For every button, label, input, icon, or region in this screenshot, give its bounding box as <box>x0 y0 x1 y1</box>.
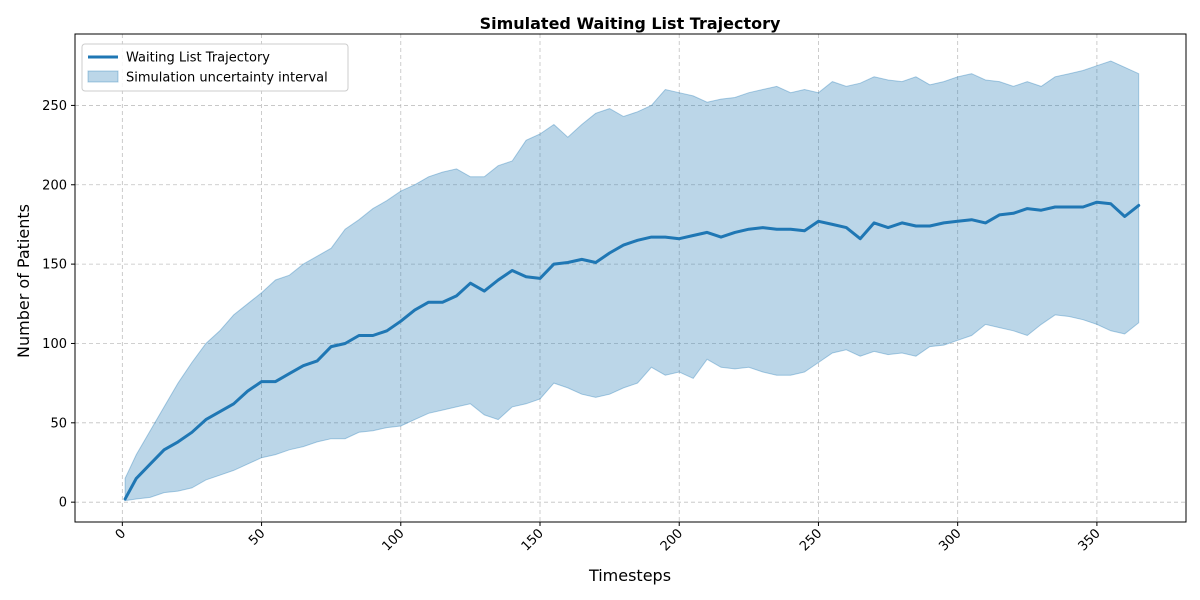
y-tick-label: 200 <box>42 178 67 193</box>
y-tick-label: 0 <box>59 496 67 511</box>
x-axis-label: Timesteps <box>588 566 671 585</box>
trajectory-line <box>123 200 1141 501</box>
y-tick-label: 150 <box>42 258 67 273</box>
chart-title: Simulated Waiting List Trajectory <box>480 14 781 33</box>
y-tick-label: 50 <box>50 416 67 431</box>
uncertainty-band <box>124 60 1140 502</box>
legend-label-uncertainty: Simulation uncertainty interval <box>126 71 328 86</box>
y-axis-label: Number of Patients <box>14 204 33 358</box>
y-axis-ticks: 0 50 100 150 200 250 <box>42 99 75 511</box>
y-tick-label: 100 <box>42 337 67 352</box>
plot-frame <box>74 33 1187 523</box>
legend: Waiting List Trajectory Simulation uncer… <box>81 43 349 92</box>
trajectory-line-layer <box>123 200 1141 501</box>
legend-band-swatch <box>87 70 119 83</box>
grid <box>75 34 1186 522</box>
legend-frame <box>81 43 349 92</box>
uncertainty-band-layer <box>124 60 1140 502</box>
y-tick-label: 250 <box>42 99 67 114</box>
legend-label-trajectory: Waiting List Trajectory <box>126 51 270 66</box>
